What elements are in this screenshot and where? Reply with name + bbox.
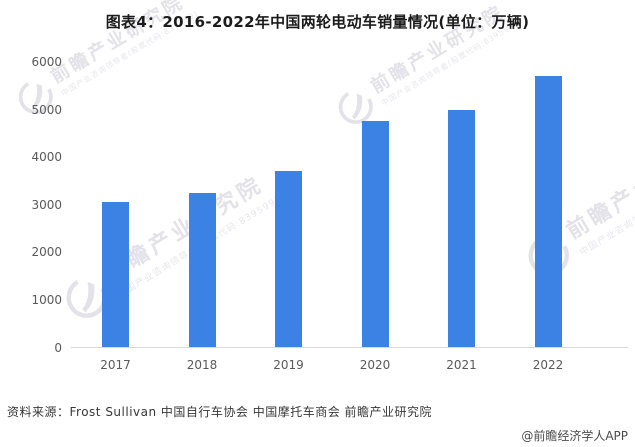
bar-2017 — [102, 202, 129, 348]
bar-2019 — [275, 171, 302, 348]
y-tick-label: 6000 — [31, 55, 62, 69]
chart-title: 图表4：2016-2022年中国两轮电动车销量情况(单位：万辆) — [105, 13, 530, 31]
y-tick-label: 1000 — [31, 292, 62, 307]
bar-2022 — [534, 76, 562, 348]
y-tick-label: 5000 — [31, 102, 62, 117]
bar-2021 — [448, 109, 475, 348]
x-tick-label: 2017 — [100, 358, 131, 372]
x-tick-label: 2019 — [273, 358, 304, 372]
x-tick-label: 2021 — [446, 358, 477, 372]
source-note: 资料来源：Frost Sullivan 中国自行车协会 中国摩托车商会 前瞻产业… — [7, 405, 433, 419]
x-axis-line — [71, 347, 628, 348]
credit-note: @前瞻经济学人APP — [521, 429, 628, 443]
bar-2018 — [188, 192, 216, 348]
x-tick-label: 2020 — [359, 358, 391, 372]
y-tick-label: 2000 — [31, 245, 62, 260]
watermark: 前瞻产业研究院 中国产业咨询领导者(股票代码:839599) — [57, 168, 283, 328]
y-tick-label: 3000 — [31, 197, 62, 212]
watermark-brand: 前瞻产业研究院 — [562, 130, 635, 245]
x-tick-label: 2022 — [532, 358, 564, 372]
y-tick-label: 4000 — [31, 150, 62, 165]
x-tick-label: 2018 — [186, 358, 218, 372]
watermark-tagline: 中国产业咨询领导者(股票代码:839599) — [578, 152, 635, 258]
y-tick-label: 0 — [54, 340, 62, 355]
bar-2020 — [361, 121, 389, 348]
